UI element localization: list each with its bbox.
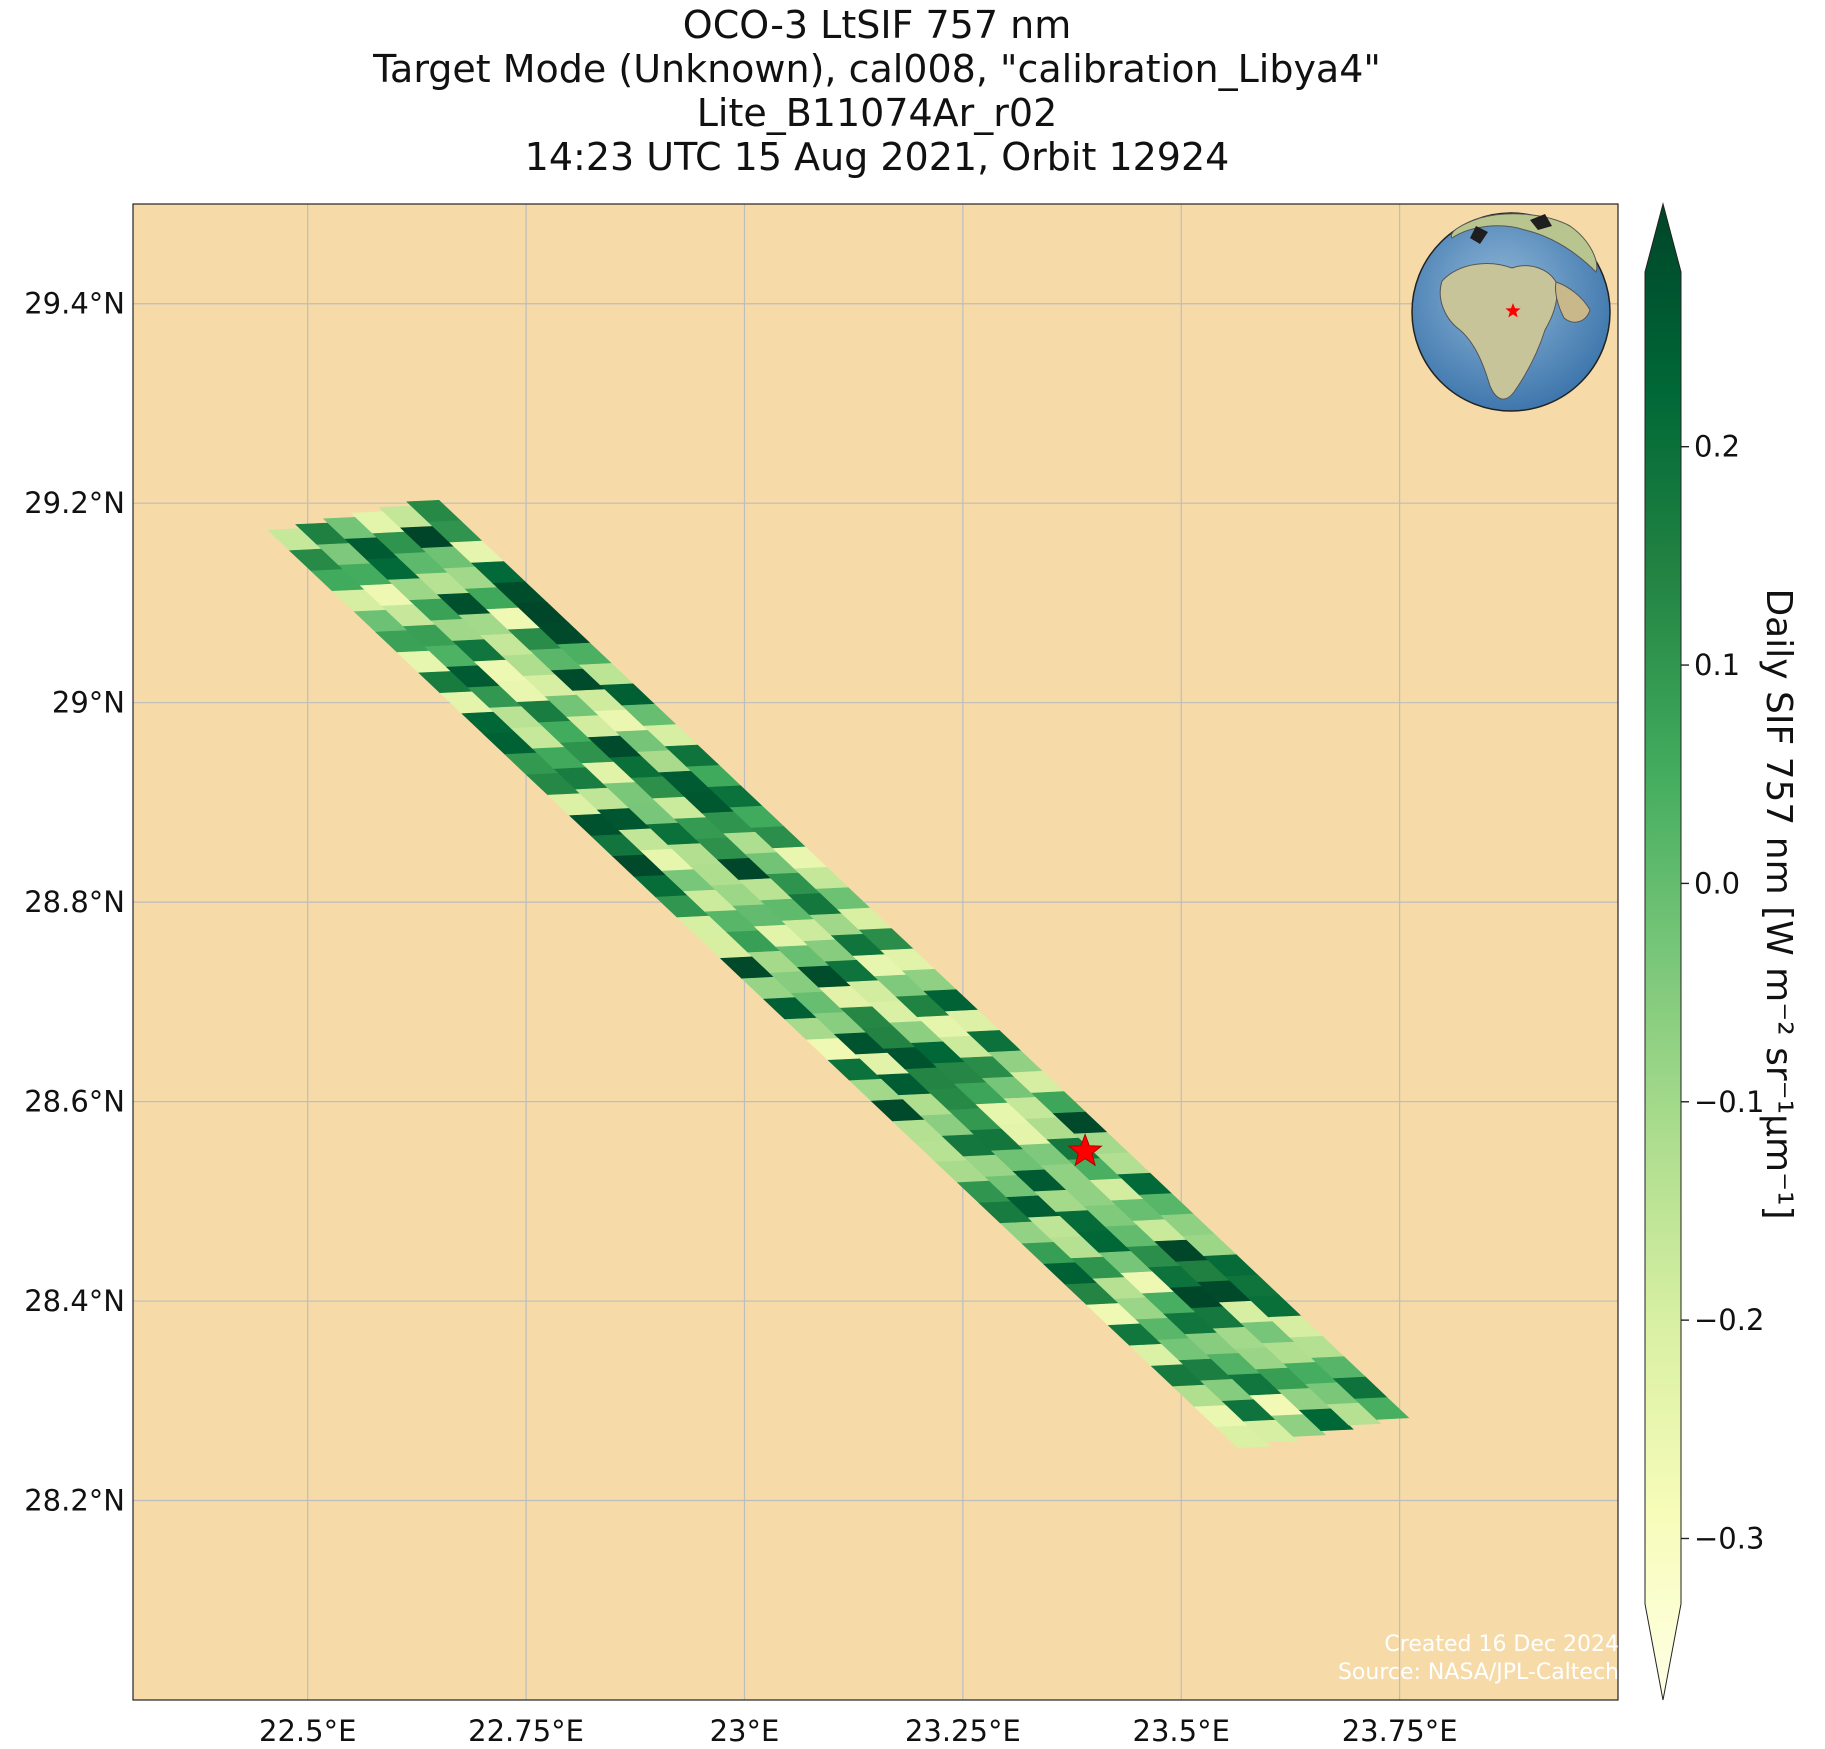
credit-source: Source: NASA/JPL-Caltech [1337, 1660, 1619, 1685]
lat-tick-label: 28.4°N [24, 1284, 125, 1318]
swath-cell [1298, 1408, 1354, 1432]
lon-tick-label: 22.75°E [468, 1714, 584, 1748]
lon-tick-label: 22.5°E [259, 1714, 356, 1748]
lon-tick-label: 23.75°E [1342, 1714, 1458, 1748]
title-line-4: 14:23 UTC 15 Aug 2021, Orbit 12924 [524, 135, 1230, 179]
title-line-1: OCO-3 LtSIF 757 nm [682, 3, 1072, 47]
swath-cell [1270, 1414, 1327, 1437]
colorbar-ticks: 0.2 0.1 0.0 −0.1 −0.2 −0.3 [1681, 430, 1764, 1555]
colorbar-tick-label: −0.2 [1694, 1303, 1764, 1337]
globe-target-marker [1505, 303, 1521, 318]
lon-tick-label: 23°E [710, 1714, 780, 1748]
lat-tick-label: 28.8°N [24, 885, 125, 919]
title-line-2: Target Mode (Unknown), cal008, "calibrat… [373, 47, 1381, 91]
credit-created: Created 16 Dec 2024 [1384, 1632, 1619, 1657]
colorbar-tick-label: −0.1 [1694, 1085, 1764, 1119]
lat-tick-label: 29.2°N [24, 486, 125, 520]
swath-cell [1243, 1419, 1299, 1443]
colorbar: 0.2 0.1 0.0 −0.1 −0.2 −0.3 [1644, 202, 1764, 1701]
star-icon [1067, 1133, 1103, 1167]
sif-swath [267, 499, 1410, 1449]
map-frame [132, 203, 1619, 1701]
target-marker [1067, 1133, 1103, 1167]
swath-cell [1326, 1402, 1382, 1426]
colorbar-tick-label: 0.0 [1694, 866, 1740, 900]
title-line-3: Lite_B11074Ar_r02 [696, 91, 1058, 135]
swath-cell [1215, 1425, 1271, 1449]
globe-icon [1411, 212, 1611, 412]
lat-tick-label: 28.6°N [24, 1085, 125, 1119]
lat-tick-label: 29.4°N [24, 287, 125, 321]
lat-tick-labels: 29.4°N 29.2°N 29°N 28.8°N 28.6°N 28.4°N 28.2°N [24, 287, 125, 1518]
lon-tick-labels: 22.5°E 22.75°E 23°E 23.25°E 23.5°E 23.75°E [259, 1714, 1458, 1748]
colorbar-body [1644, 202, 1682, 1701]
map-area [133, 204, 1618, 1700]
colorbar-tick-label: −0.3 [1694, 1521, 1764, 1555]
colorbar-tick-label: 0.1 [1694, 648, 1740, 682]
lat-tick-label: 28.2°N [24, 1484, 125, 1518]
lon-tick-label: 23.5°E [1133, 1714, 1230, 1748]
colorbar-title: Daily SIF 757 nm [W m⁻² sr⁻¹μm⁻¹] [1758, 588, 1799, 1220]
swath-cell [1354, 1397, 1410, 1420]
lat-tick-label: 29°N [52, 686, 125, 720]
colorbar-tick-label: 0.2 [1694, 430, 1740, 464]
lon-tick-label: 23.25°E [905, 1714, 1021, 1748]
